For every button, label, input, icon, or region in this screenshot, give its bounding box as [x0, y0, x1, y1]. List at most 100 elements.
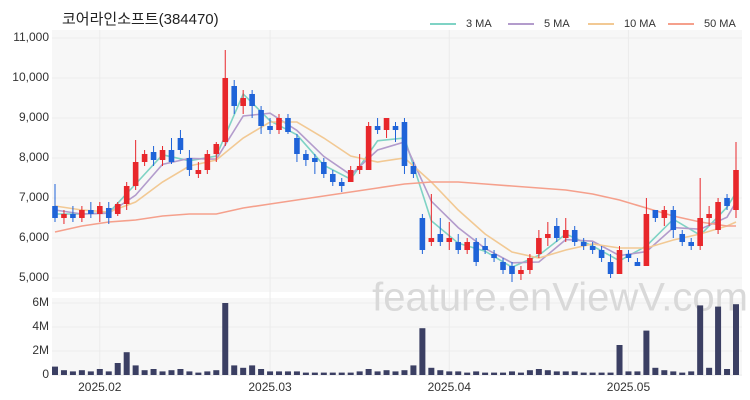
volume-bar	[96, 369, 103, 375]
volume-bar	[616, 345, 623, 375]
candle-body	[249, 94, 255, 106]
candle-body	[168, 150, 175, 162]
candle-body	[392, 126, 399, 130]
candle-body	[455, 242, 462, 250]
volume-bar	[715, 306, 722, 375]
volume-bar	[168, 370, 175, 375]
candle-body	[285, 118, 291, 132]
y-tick-label: 9,000	[19, 110, 49, 124]
y-tick-label: 11,000	[13, 30, 49, 44]
candle-body	[383, 118, 390, 130]
volume-bar	[706, 367, 713, 375]
candle-body	[410, 166, 417, 174]
y-tick-label: 6M	[32, 295, 49, 309]
candle-body	[222, 78, 229, 142]
candle-body	[679, 234, 686, 242]
volume-bar	[222, 303, 229, 375]
candle-body	[607, 262, 614, 274]
candle-body	[464, 242, 470, 250]
volume-bar	[150, 369, 157, 375]
candle-body	[491, 254, 497, 258]
volume-bar	[114, 363, 121, 375]
volume-bar	[284, 371, 291, 375]
volume-bar	[293, 371, 300, 375]
candle-body	[437, 234, 444, 242]
volume-bar	[276, 371, 283, 375]
candle-body	[204, 154, 211, 170]
candle-body	[258, 110, 264, 126]
volume-bar	[697, 305, 704, 375]
volume-bar	[374, 371, 381, 375]
volume-bar	[105, 371, 112, 375]
volume-bar	[598, 372, 605, 375]
volume-bar	[87, 371, 94, 375]
volume-bar	[356, 371, 363, 375]
volume-bar	[544, 370, 551, 375]
volume-bar	[311, 372, 318, 375]
volume-panel	[52, 298, 742, 376]
candle-body	[545, 234, 551, 238]
volume-bar	[733, 304, 739, 375]
volume-bar	[52, 366, 58, 375]
volume-bar	[562, 371, 569, 375]
candle-body	[177, 138, 184, 150]
volume-bar	[553, 371, 560, 375]
candle-body	[518, 270, 524, 274]
candle-body	[536, 238, 542, 254]
watermark: feature.enViewV.com	[372, 276, 748, 320]
candle-body	[482, 246, 488, 250]
volume-bar	[383, 370, 390, 375]
candle-body	[500, 262, 506, 270]
candle-body	[186, 158, 193, 170]
candle-body	[616, 250, 623, 274]
candle-body	[88, 210, 94, 214]
candle-body	[706, 214, 712, 218]
legend-label: 3 MA	[466, 18, 492, 30]
volume-bar	[177, 369, 184, 375]
candle-body	[661, 210, 668, 218]
volume-bar	[643, 330, 650, 375]
volume-bar	[347, 372, 354, 375]
volume-bar	[141, 370, 148, 375]
candle-body	[240, 98, 246, 106]
legend-label: 5 MA	[544, 18, 570, 30]
volume-bar	[159, 371, 166, 375]
candle-body	[276, 118, 282, 130]
volume-bar	[634, 371, 641, 375]
volume-bar	[267, 371, 274, 375]
volume-bar	[258, 369, 265, 375]
volume-bar	[724, 369, 731, 375]
volume-bar	[455, 371, 462, 375]
candle-body	[213, 144, 220, 154]
volume-bar	[338, 372, 345, 375]
candle-body	[312, 158, 318, 162]
volume-bar	[500, 372, 507, 375]
candle-body	[652, 210, 659, 218]
volume-bar	[123, 352, 130, 375]
y-tick-label: 7,000	[19, 190, 49, 204]
candle-body	[52, 206, 58, 218]
candle-body	[589, 246, 596, 250]
volume-bar	[249, 365, 256, 375]
candle-body	[356, 166, 363, 170]
candle-body	[132, 162, 139, 186]
candle-body	[267, 126, 273, 130]
volume-bar	[526, 370, 533, 375]
chart-title: 코어라인소프트(384470)	[62, 11, 219, 28]
candle-body	[643, 214, 650, 266]
volume-bar	[213, 370, 220, 375]
volume-bar	[625, 371, 632, 375]
candle-body	[580, 242, 587, 246]
candle-body	[715, 202, 721, 230]
volume-bar	[60, 370, 67, 375]
volume-bar	[428, 367, 435, 375]
volume-bar	[78, 370, 85, 375]
candle-body	[159, 150, 166, 160]
volume-bar	[473, 371, 480, 375]
candle-body	[724, 198, 730, 206]
volume-bar	[571, 371, 578, 375]
volume-bar	[491, 372, 498, 375]
volume-bar	[688, 371, 695, 375]
candle-body	[571, 230, 578, 242]
y-tick-label: 5,000	[19, 270, 49, 284]
